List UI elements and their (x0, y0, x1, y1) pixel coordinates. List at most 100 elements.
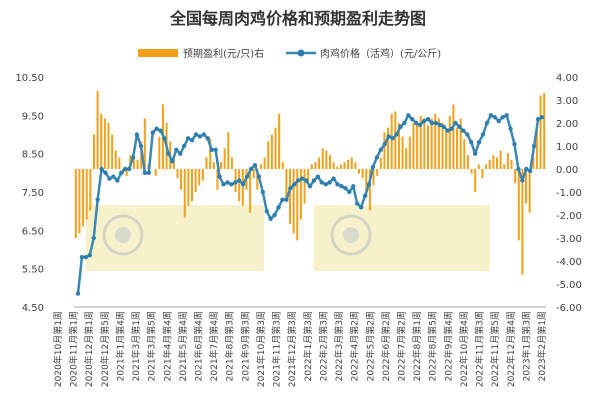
y-right-tick-label: -3.00 (556, 234, 582, 245)
profit-bar (350, 157, 353, 169)
price-point (213, 147, 218, 153)
price-point (390, 136, 395, 141)
price-point (150, 130, 155, 135)
profit-bar (78, 169, 81, 234)
price-point (244, 174, 250, 179)
price-point (83, 254, 89, 260)
price-point (134, 132, 140, 137)
price-point (79, 254, 85, 260)
watermark-logo-icon (343, 227, 359, 243)
price-point (492, 115, 498, 120)
profit-bar (209, 139, 212, 169)
price-point (315, 174, 321, 179)
x-tick-label: 2022年5月第2周 (364, 311, 376, 381)
x-tick-label: 2020年12月第1周 (83, 311, 95, 387)
price-point (331, 176, 336, 181)
x-tick-label: 2020年12月第5周 (99, 311, 111, 387)
profit-bar (220, 162, 223, 169)
profit-bar (263, 157, 266, 169)
price-point (162, 136, 167, 141)
y-right-tick-label: -5.00 (556, 280, 582, 291)
x-tick-label: 2022年12月第4周 (505, 311, 517, 387)
profit-bar (241, 169, 244, 206)
profit-bar (278, 113, 281, 169)
profit-bar (525, 169, 528, 204)
price-point (115, 178, 120, 183)
profit-bar (125, 169, 128, 176)
profit-bar (401, 136, 404, 169)
profit-bar (448, 116, 451, 169)
profit-bar (321, 148, 324, 169)
profit-bar (485, 164, 488, 169)
profit-bar (488, 159, 491, 169)
profit-bar (437, 118, 440, 169)
price-point (457, 124, 462, 130)
profit-bar (176, 169, 179, 179)
watermark (86, 205, 490, 271)
y-right-tick-label: -1.00 (556, 188, 582, 199)
price-point (366, 182, 372, 187)
price-point (248, 166, 254, 172)
profit-bar (223, 148, 226, 169)
price-point (461, 128, 466, 133)
y-left-tick-label: 7.50 (22, 188, 44, 199)
profit-bar (397, 123, 400, 169)
profit-bar (456, 127, 459, 169)
profit-bar (358, 169, 361, 174)
price-point (354, 201, 360, 206)
profit-bar (180, 169, 183, 190)
x-tick-label: 2023年2月第1周 (536, 311, 548, 381)
price-point (303, 178, 309, 183)
profit-bar (314, 162, 317, 169)
price-point (237, 178, 242, 183)
profit-bar (434, 113, 437, 169)
profit-bar (419, 116, 422, 169)
price-point (181, 143, 187, 149)
profit-bar (528, 169, 531, 213)
profit-bar (510, 159, 513, 169)
price-point (402, 120, 407, 126)
price-point (398, 124, 403, 130)
price-point (508, 126, 513, 131)
profit-bar (470, 169, 473, 174)
price-point (130, 155, 136, 160)
price-point (343, 185, 348, 191)
profit-bar (198, 169, 201, 186)
price-point (539, 115, 545, 120)
profit-bar (187, 169, 190, 206)
legend-label-price: 肉鸡价格（活鸡）(元/公斤) (320, 47, 441, 60)
price-point (296, 178, 301, 183)
price-point (327, 180, 332, 185)
x-tick-label: 2021年6月第4周 (193, 311, 205, 381)
profit-bar (201, 169, 204, 181)
profit-bar (96, 90, 99, 169)
price-point (433, 120, 439, 126)
price-point (445, 128, 450, 133)
profit-bar (387, 127, 390, 169)
price-point (111, 174, 116, 179)
profit-bar (354, 162, 357, 169)
profit-bar (256, 169, 259, 190)
profit-bar (230, 157, 233, 169)
profit-bar (325, 150, 328, 169)
axes: 4.50 5.50 6.50 7.50 8.50 9.50 10.50 -6.00 -5.00 -… (15, 73, 582, 314)
x-tick-label: 2022年7月第2周 (396, 311, 408, 381)
profit-bar (183, 169, 186, 218)
profit-bar (539, 95, 542, 169)
price-point (217, 174, 222, 179)
x-tick-label: 2023年1月第3周 (520, 311, 532, 381)
price-point (260, 189, 266, 195)
price-point (323, 182, 328, 187)
price-point (410, 116, 415, 122)
profit-bar (267, 141, 270, 169)
profit-bar (191, 169, 193, 202)
profit-bar (412, 123, 415, 169)
x-tick-label: 2021年3月第5周 (146, 311, 158, 381)
watermark-panel (314, 205, 490, 271)
price-point (516, 166, 521, 172)
price-point (429, 120, 435, 126)
price-point (476, 139, 482, 145)
profit-bar (114, 150, 117, 169)
price-point (484, 120, 490, 126)
profit-bar (347, 159, 350, 169)
